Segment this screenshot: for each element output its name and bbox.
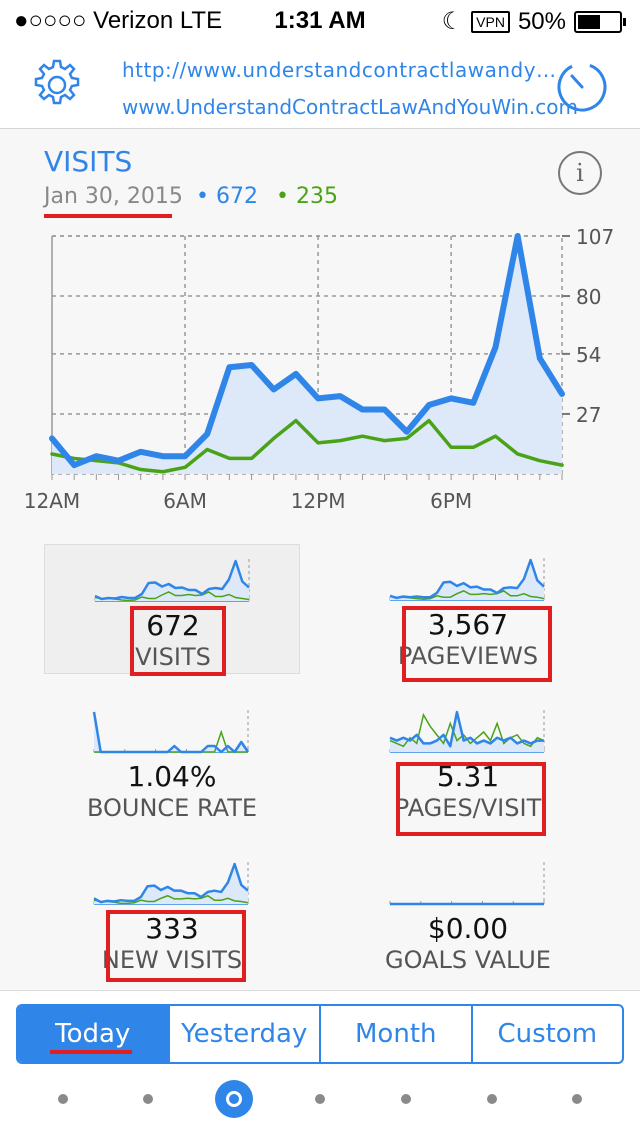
sparkline-goals-value: [389, 862, 545, 906]
sparkline-bounce-rate: [92, 710, 250, 754]
tile-new-visits[interactable]: 333 NEW VISITS: [44, 848, 300, 978]
page-dot[interactable]: [572, 1094, 582, 1104]
page-indicator: [0, 1080, 640, 1120]
chart-date[interactable]: Jan 30, 2015: [44, 184, 183, 209]
tile-bounce-rate[interactable]: 1.04% BOUNCE RATE: [44, 696, 300, 826]
stopwatch-icon[interactable]: [555, 60, 609, 114]
tab-yesterday-label: Yesterday: [181, 1019, 308, 1049]
tab-month[interactable]: Month: [319, 1006, 471, 1062]
tile-pages-per-visit[interactable]: 5.31 PAGES/VISIT: [340, 696, 596, 826]
x-tick-label: 12PM: [291, 489, 346, 513]
x-tick-label: 12AM: [24, 489, 80, 513]
annotation-box: [130, 606, 226, 676]
chart-title: VISITS: [44, 145, 133, 178]
legend-new-visits: • 235: [276, 184, 338, 209]
page-dot-current[interactable]: [215, 1080, 253, 1118]
site-url[interactable]: http://www.understandcontractlawandy…: [122, 58, 557, 82]
moon-icon: ☾: [441, 8, 464, 35]
visits-series-line: [49, 233, 565, 469]
legend-visits: • 672: [196, 184, 258, 209]
status-bar: ●○○○○ Verizon LTE 1:31 AM ☾ VPN 50%: [0, 0, 640, 40]
tile-label: NEW VISITS: [101, 946, 243, 974]
visits-area: [52, 236, 562, 474]
battery-percent: 50%: [517, 7, 566, 35]
clock: 1:31 AM: [274, 7, 366, 34]
tab-month-label: Month: [355, 1019, 437, 1049]
tile-label: BOUNCE RATE: [86, 794, 258, 822]
carrier-label: ●○○○○ Verizon LTE: [14, 7, 223, 34]
page-dot[interactable]: [315, 1094, 325, 1104]
status-right: ☾ VPN 50%: [441, 7, 626, 36]
gear-icon[interactable]: [30, 58, 84, 112]
tile-value: 1.04%: [127, 760, 217, 793]
new-visits-series-line: [50, 418, 564, 474]
page-dot[interactable]: [487, 1094, 497, 1104]
y-tick-label: 27: [576, 403, 601, 427]
vpn-badge: VPN: [471, 10, 510, 33]
app-header: http://www.understandcontractlawandy… ww…: [0, 40, 640, 129]
tile-value: 3,567: [427, 608, 509, 641]
site-name[interactable]: www.UnderstandContractLawAndYouWin.com: [122, 95, 578, 119]
sparkline-visits: [94, 559, 250, 602]
y-tick-label: 107: [576, 225, 614, 249]
tile-value: 333: [145, 912, 199, 945]
tab-custom-label: Custom: [497, 1019, 598, 1049]
tab-custom[interactable]: Custom: [470, 1006, 623, 1062]
page-dot[interactable]: [58, 1094, 68, 1104]
today-annotation-underline: [50, 1050, 132, 1054]
tile-pageviews[interactable]: 3,567 PAGEVIEWS: [340, 544, 596, 674]
sparkline-pageviews: [389, 558, 545, 601]
tab-today[interactable]: Today: [18, 1006, 168, 1062]
visits-line-chart: 107 80 54 27 12AM 6AM 12PM 6PM: [24, 225, 614, 513]
tab-yesterday[interactable]: Yesterday: [167, 1006, 320, 1062]
x-tick-label: 6PM: [430, 489, 472, 513]
tile-label: PAGEVIEWS: [397, 642, 539, 670]
y-tick-label: 80: [576, 285, 601, 309]
annotation-box: [396, 762, 546, 836]
page-dot[interactable]: [401, 1094, 411, 1104]
tile-value: 672: [146, 609, 200, 642]
info-icon[interactable]: i: [558, 151, 602, 195]
tile-goals-value[interactable]: $0.00 GOALS VALUE: [340, 848, 596, 978]
page-dot[interactable]: [143, 1094, 153, 1104]
tile-label: GOALS VALUE: [385, 946, 551, 974]
sparkline-new-visits: [93, 862, 249, 905]
annotation-box: [402, 606, 552, 682]
x-tick-label: 6AM: [163, 489, 207, 513]
battery-icon: [574, 10, 626, 33]
date-range-segmented-control: Today Yesterday Month Custom: [16, 1004, 624, 1064]
sparkline-pages-per-visit: [389, 710, 545, 753]
date-annotation-underline: [44, 214, 172, 218]
annotation-box: [106, 910, 246, 982]
y-tick-label: 54: [576, 343, 601, 367]
tab-today-label: Today: [55, 1019, 131, 1049]
tile-value: $0.00: [427, 912, 509, 945]
tile-label: VISITS: [135, 643, 211, 671]
tile-label: PAGES/VISIT: [394, 794, 542, 822]
